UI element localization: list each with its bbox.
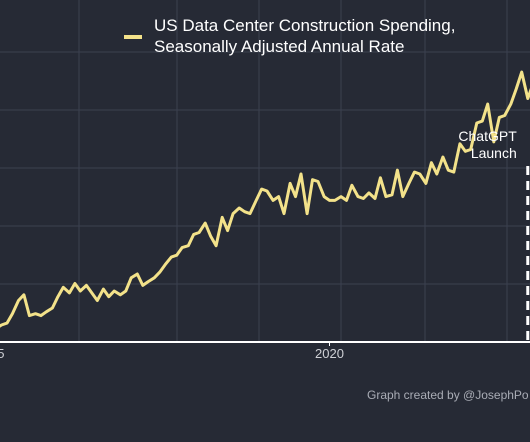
annotation-label-line-1: ChatGPT [458,128,517,144]
credit-text: Graph created by @JosephPo [367,388,529,402]
legend-label: US Data Center Construction Spending, Se… [154,16,460,56]
legend-label-line-2: Seasonally Adjusted Annual Rate [154,37,404,56]
legend: US Data Center Construction Spending, Se… [124,16,460,56]
x-axis-ticks: 2015 2020 [0,342,344,361]
gridlines [0,0,530,342]
series-layer [0,70,530,328]
x-tick-label-2015: 2015 [0,346,4,361]
series-line [0,70,530,328]
legend-label-line-1: US Data Center Construction Spending, [154,16,455,35]
annotation-label-line-2: Launch [471,145,517,161]
x-tick-label-2020: 2020 [315,346,344,361]
